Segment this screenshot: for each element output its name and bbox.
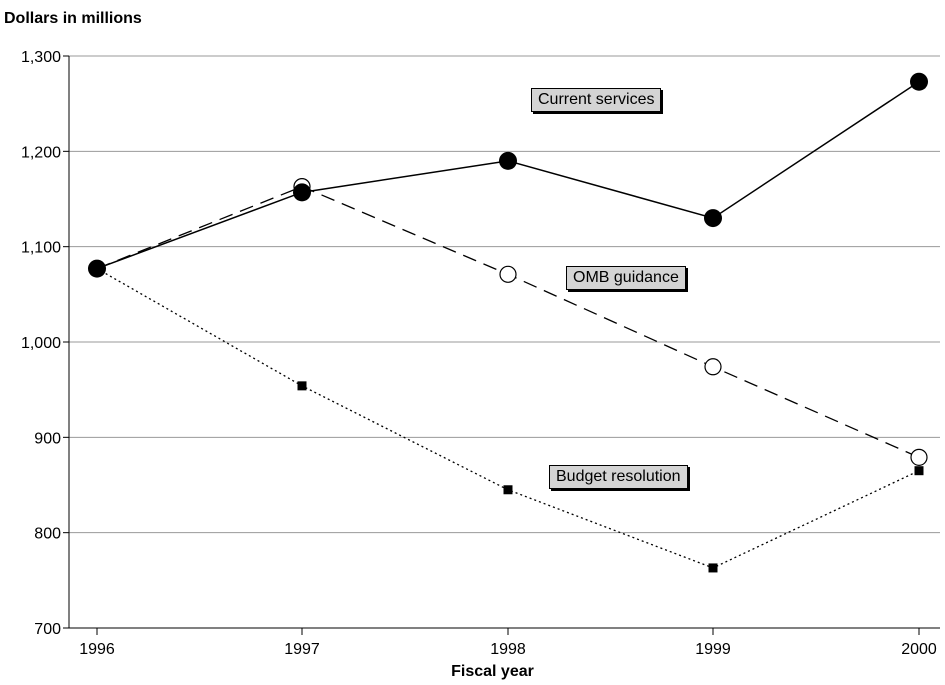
series-line-current-services bbox=[96, 81, 920, 270]
x-tick-label: 1998 bbox=[490, 641, 526, 658]
annotation-budget-resolution: Budget resolution bbox=[549, 465, 688, 489]
y-tick-label: 800 bbox=[34, 526, 61, 543]
y-tick-label: 1,300 bbox=[21, 49, 61, 66]
y-tick-label: 700 bbox=[34, 621, 61, 638]
x-tick-label: 1996 bbox=[79, 641, 115, 658]
y-tick-label: 1,000 bbox=[21, 335, 61, 352]
y-tick-label: 1,100 bbox=[21, 240, 61, 257]
point-current-services bbox=[293, 183, 311, 202]
x-tick-label: 1999 bbox=[695, 641, 731, 658]
series-line-omb-guidance bbox=[96, 185, 920, 458]
x-tick-label: 1997 bbox=[284, 641, 320, 658]
axes: 700 800 900 1,000 1,100 1,200 1,300 1996 1997 199… bbox=[21, 49, 940, 658]
point-omb-guidance bbox=[910, 448, 928, 466]
point-omb-guidance bbox=[704, 358, 722, 376]
annotation-omb-guidance: OMB guidance bbox=[566, 266, 686, 290]
point-budget-resolution bbox=[297, 381, 307, 391]
series-line-budget-resolution bbox=[96, 268, 920, 569]
point-budget-resolution bbox=[708, 563, 718, 573]
annotation-current-services: Current services bbox=[531, 88, 662, 112]
point-budget-resolution bbox=[503, 485, 513, 495]
point-current-services bbox=[704, 209, 722, 228]
y-tick-label: 900 bbox=[34, 430, 61, 447]
gridlines bbox=[69, 55, 940, 534]
x-tick-label: 2000 bbox=[901, 641, 937, 658]
point-current-services bbox=[88, 259, 106, 278]
point-current-services bbox=[910, 72, 928, 91]
point-omb-guidance bbox=[499, 265, 517, 283]
series-markers bbox=[88, 72, 928, 573]
y-axis-title: Dollars in millions bbox=[4, 10, 142, 27]
point-current-services bbox=[499, 151, 517, 170]
y-tick-label: 1,200 bbox=[21, 144, 61, 161]
point-budget-resolution bbox=[914, 466, 924, 476]
x-axis-title: Fiscal year bbox=[451, 663, 534, 680]
